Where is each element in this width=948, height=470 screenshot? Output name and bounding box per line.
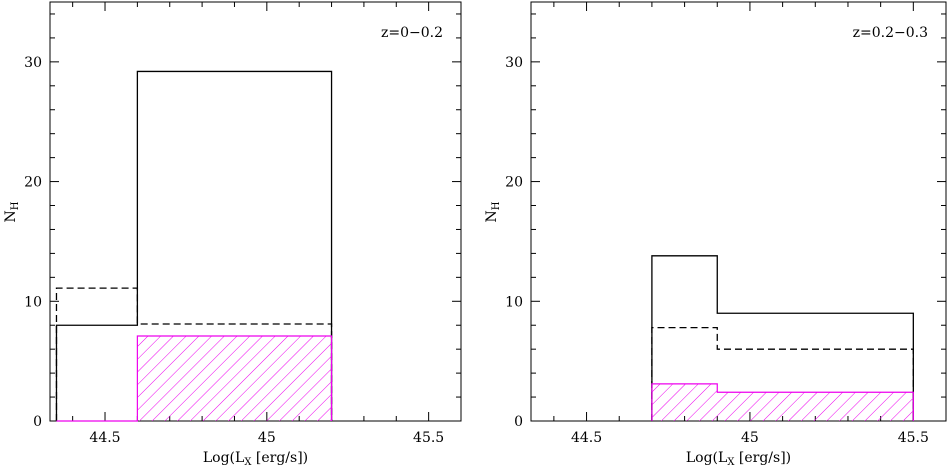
y-axis-title-sub: H — [491, 201, 502, 210]
x-tick-label: 44.5 — [571, 430, 602, 446]
y-axis-title: NH — [484, 201, 502, 222]
y-tick-label: 20 — [505, 175, 523, 191]
x-axis-title-main: Log(L — [686, 450, 727, 465]
histogram-hatched-outline — [56, 335, 333, 422]
y-tick-label: 20 — [24, 175, 42, 191]
y-axis-title-main: N — [484, 210, 500, 222]
y-tick-label: 30 — [505, 55, 523, 71]
hatched-bar — [717, 392, 914, 421]
y-tick-label: 10 — [24, 294, 42, 310]
histogram-hatched-outline — [651, 383, 914, 421]
y-axis-title-sub: H — [10, 201, 21, 210]
y-axis-title-main: N — [3, 210, 19, 222]
x-axis-title: Log(LX [erg/s]) — [203, 450, 308, 465]
histogram-dashed-outline — [651, 326, 914, 421]
x-axis-title-tail: [erg/s]) — [251, 450, 308, 465]
redshift-annotation: z=0−0.2 — [381, 25, 443, 41]
y-tick-label: 0 — [33, 414, 42, 430]
x-axis-title-sub: X — [727, 457, 735, 465]
x-tick-label: 45.5 — [898, 430, 929, 446]
y-tick-label: 30 — [24, 55, 42, 71]
histogram-solid-outline — [651, 255, 914, 421]
x-tick-label: 45 — [258, 430, 276, 446]
x-axis-title-tail: [erg/s]) — [734, 450, 791, 465]
hatched-bar — [651, 383, 718, 421]
y-axis-title: NH — [3, 201, 21, 222]
histogram-dashed-outline — [55, 287, 333, 421]
y-tick-label: 10 — [505, 294, 523, 310]
redshift-annotation: z=0.2−0.3 — [853, 25, 928, 41]
x-tick-label: 44.5 — [89, 430, 120, 446]
x-axis-title-main: Log(L — [203, 450, 244, 465]
hatched-bar — [137, 336, 332, 421]
x-tick-label: 45.5 — [413, 430, 444, 446]
plot-frame — [530, 1, 947, 422]
x-axis-title: Log(LX [erg/s]) — [686, 450, 791, 465]
y-tick-label: 0 — [514, 414, 523, 430]
x-tick-label: 45 — [741, 430, 759, 446]
x-axis-title-sub: X — [244, 457, 252, 465]
